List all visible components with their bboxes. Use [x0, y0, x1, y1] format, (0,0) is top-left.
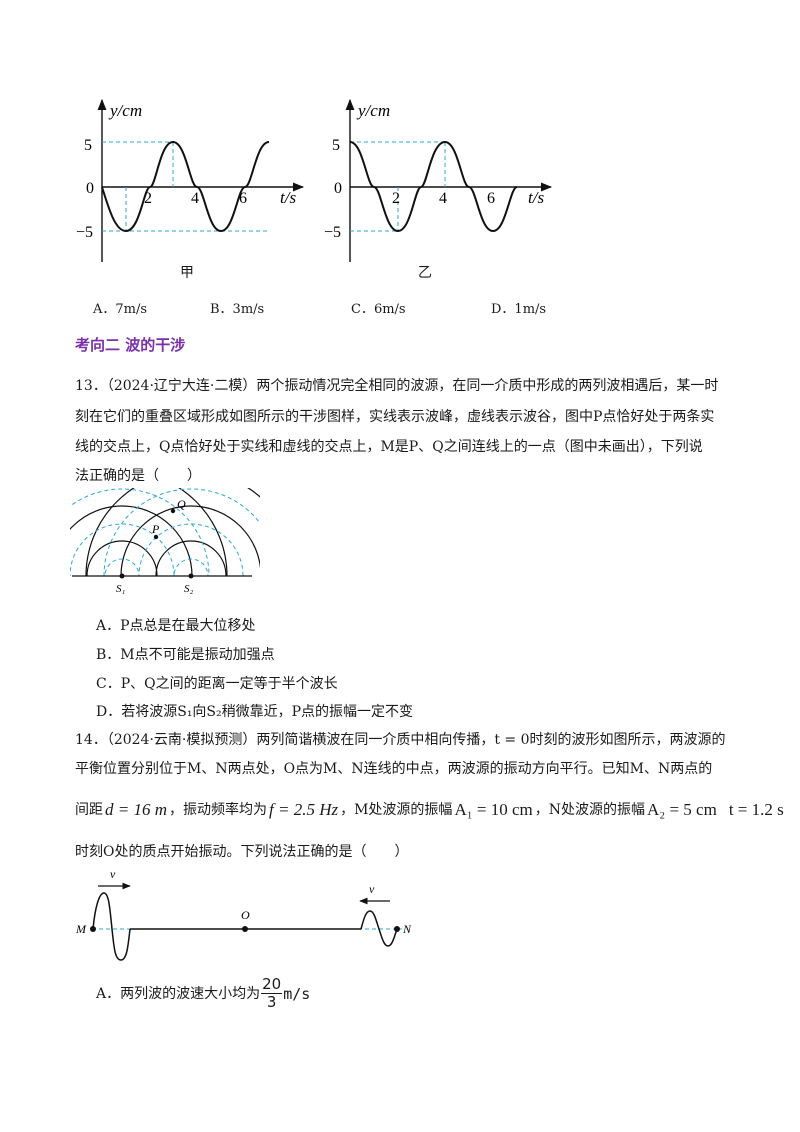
q14-wave-figure: v v M O N — [75, 868, 412, 961]
q14-text-line1: 14．（2024·云南·模拟预测）两列简谐横波在同一介质中相向传播，t = 0时… — [75, 732, 726, 748]
t-axis-label: t/s — [280, 188, 296, 207]
wave-curve — [101, 140, 270, 233]
amplitude-a1: A₁ = 10 cm — [454, 800, 533, 819]
q13-option-b[interactable]: B．M点不可能是振动加强点 — [96, 647, 275, 663]
svg-text:v: v — [110, 868, 116, 881]
svg-text:S₂: S₂ — [184, 583, 194, 595]
q12-option-b[interactable]: B．3m/s — [210, 302, 265, 317]
svg-text:6: 6 — [487, 190, 495, 207]
q13-option-a[interactable]: A．P点总是在最大位移处 — [96, 618, 256, 634]
y-axis-label: y/cm — [108, 101, 142, 120]
q13-option-d[interactable]: D．若将波源S₁向S₂稍微靠近，P点的振幅一定不变 — [96, 704, 414, 720]
q13-text-line3: 线的交点上，Q点恰好处于实线和虚线的交点上，M是P、Q之间连线上的一点（图中未画… — [75, 439, 703, 455]
svg-text:5: 5 — [332, 137, 340, 154]
svg-text:O: O — [241, 908, 250, 922]
q14-text-line4: 时刻O处的质点开始振动。下列说法正确的是（ ） — [75, 844, 409, 860]
frequency-value: f = 2.5 Hz — [269, 800, 339, 819]
q13-text-line4: 法正确的是（ ） — [75, 468, 201, 484]
svg-text:S₁: S₁ — [116, 583, 126, 595]
amplitude-a2: A₂ = 5 cm — [647, 800, 717, 819]
q13-interference-figure: Q P S₁ S₂ — [70, 488, 260, 595]
q14-text-line2: 平衡位置分别位于M、N两点处，O点为M、N连线的中点，两波源的振动方向平行。已知… — [75, 761, 713, 777]
q13-option-c[interactable]: C．P、Q之间的距离一定等于半个波长 — [96, 676, 338, 692]
q13-text-line1: 13．（2024·辽宁大连·二模）两个振动情况完全相同的波源，在同一介质中形成的… — [75, 378, 719, 394]
svg-text:0: 0 — [334, 180, 342, 197]
svg-text:5: 5 — [84, 137, 92, 154]
q12-option-a[interactable]: A．7m/s — [93, 302, 148, 317]
svg-text:0: 0 — [86, 180, 94, 197]
q13-text-line2: 刻在它们的重叠区域形成如图所示的干涉图样，实线表示波峰，虚线表示波谷，图中P点恰… — [75, 409, 715, 425]
svg-text:2: 2 — [144, 190, 152, 207]
q14-text-line3: 间距 d = 16 m ，振动频率均为 f = 2.5 Hz ，M处波源的振幅 … — [75, 800, 784, 819]
fraction: 20 3 — [261, 975, 283, 1011]
caption-yi: 乙 — [418, 265, 432, 281]
svg-text:4: 4 — [439, 190, 447, 207]
distance-value: d = 16 m — [105, 800, 167, 819]
wave-curve — [349, 140, 518, 233]
q14-option-a[interactable]: A．两列波的波速大小均为 20 3 m/s — [96, 975, 311, 1011]
caption-jia: 甲 — [180, 265, 194, 281]
q12-graph-yi: y/cm 5 0 −5 2 4 6 t/s — [324, 98, 553, 262]
svg-text:M: M — [75, 922, 87, 936]
svg-text:N: N — [402, 922, 412, 936]
section-title: 考向二 波的干涉 — [75, 336, 186, 354]
time-value: t = 1.2 s — [728, 800, 784, 819]
svg-text:v: v — [369, 882, 375, 896]
q12-option-d[interactable]: D．1m/s — [491, 302, 547, 317]
svg-text:2: 2 — [392, 190, 400, 207]
svg-text:−5: −5 — [76, 224, 93, 241]
svg-text:6: 6 — [239, 190, 247, 207]
q12-graph-jia: y/cm 5 0 −5 2 4 6 t/s — [76, 98, 305, 262]
svg-text:P: P — [151, 522, 160, 536]
svg-text:Q: Q — [177, 497, 186, 511]
t-axis-label: t/s — [528, 188, 544, 207]
y-axis-label: y/cm — [356, 101, 390, 120]
q12-option-c[interactable]: C．6m/s — [351, 302, 406, 317]
svg-text:4: 4 — [191, 190, 199, 207]
svg-text:−5: −5 — [324, 224, 341, 241]
